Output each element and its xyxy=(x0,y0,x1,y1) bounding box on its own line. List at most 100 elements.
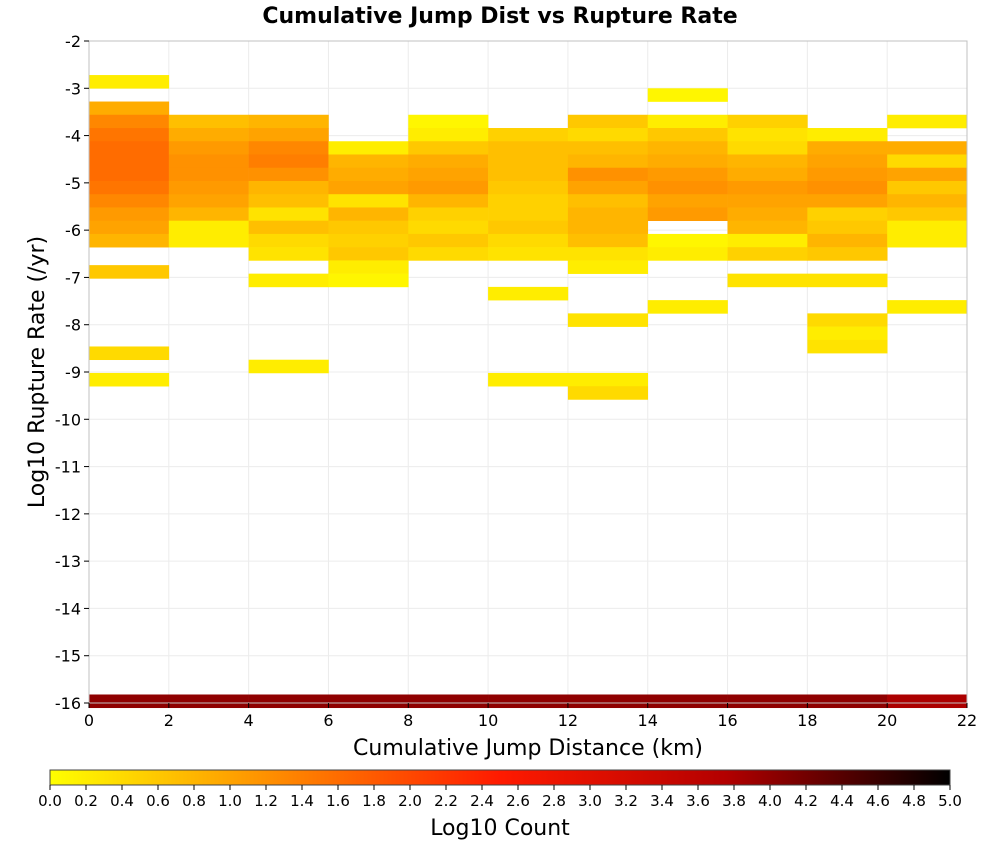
heatmap-cell xyxy=(727,128,808,142)
heatmap-cell xyxy=(248,141,329,155)
colorbar-label: Log10 Count xyxy=(430,816,570,841)
heatmap-cell xyxy=(567,247,649,261)
heatmap-cell xyxy=(567,154,649,169)
heatmap-cell xyxy=(89,265,170,279)
colorbar-tick-label: 2.2 xyxy=(434,792,458,810)
heatmap-cell xyxy=(488,180,569,195)
heatmap-cell xyxy=(488,220,569,235)
heatmap-cell xyxy=(168,233,249,248)
heatmap-cell xyxy=(488,247,569,261)
heatmap-cell xyxy=(887,167,968,182)
colorbar-tick-label: 0.2 xyxy=(74,792,98,810)
heatmap-cell xyxy=(567,372,649,387)
colorbar xyxy=(49,769,951,786)
heatmap-cell xyxy=(408,167,489,182)
heatmap-cell xyxy=(727,194,808,208)
heatmap-cell xyxy=(408,233,489,248)
heatmap-cell xyxy=(408,694,489,709)
y-tick-label: -10 xyxy=(55,410,81,429)
heatmap-cells xyxy=(89,75,968,709)
x-tick-label: 10 xyxy=(478,711,498,730)
heatmap-cell xyxy=(408,220,489,235)
heatmap-cell xyxy=(89,207,170,221)
heatmap-cell xyxy=(567,694,649,709)
heatmap-cell xyxy=(647,154,728,169)
colorbar-tick-label: 4.4 xyxy=(830,792,854,810)
heatmap-cell xyxy=(328,247,409,261)
colorbar-tick-label: 2.6 xyxy=(506,792,530,810)
heatmap-cell xyxy=(887,141,968,155)
y-tick-label: -16 xyxy=(55,694,81,713)
heatmap-cell xyxy=(328,207,409,221)
heatmap-cell xyxy=(807,339,888,354)
heatmap-cell xyxy=(89,372,170,387)
heatmap-cell xyxy=(807,220,888,235)
colorbar-tick-label: 0.0 xyxy=(38,792,62,810)
heatmap-cell xyxy=(408,180,489,195)
heatmap-cell xyxy=(567,233,649,248)
heatmap-cell xyxy=(727,154,808,169)
colorbar-ticks: 0.0 0.2 0.4 0.6 0.8 1.0 1.2 1.4 1.6 1.8 2.0 2.2 2.4 2… xyxy=(38,785,962,810)
heatmap-cell xyxy=(727,233,808,248)
y-tick-label: -8 xyxy=(65,316,81,335)
heatmap-cell xyxy=(488,154,569,169)
heatmap-cell xyxy=(727,273,808,288)
colorbar-tick-label: 4.8 xyxy=(902,792,926,810)
heatmap-cell xyxy=(89,346,170,361)
heatmap-cell xyxy=(567,180,649,195)
colorbar-tick-label: 4.0 xyxy=(758,792,782,810)
heatmap-cell xyxy=(168,694,249,709)
heatmap-cell xyxy=(647,114,728,129)
colorbar-tick-label: 1.0 xyxy=(218,792,242,810)
heatmap-cell xyxy=(328,141,409,155)
heatmap-cell xyxy=(248,220,329,235)
heatmap-cell xyxy=(567,313,649,327)
colorbar-tick-label: 4.6 xyxy=(866,792,890,810)
heatmap-cell xyxy=(328,233,409,248)
heatmap-cell xyxy=(727,141,808,155)
y-tick-label: -6 xyxy=(65,221,81,240)
x-tick-label: 20 xyxy=(877,711,897,730)
colorbar-tick-label: 5.0 xyxy=(938,792,962,810)
heatmap-cell xyxy=(567,167,649,182)
x-axis-label: Cumulative Jump Distance (km) xyxy=(353,736,703,761)
heatmap-cell xyxy=(727,167,808,182)
heatmap-cell xyxy=(807,207,888,221)
heatmap-cell xyxy=(408,194,489,208)
heatmap-cell xyxy=(168,141,249,155)
x-tick-label: 12 xyxy=(558,711,578,730)
colorbar-tick-label: 0.8 xyxy=(182,792,206,810)
x-tick-label: 18 xyxy=(797,711,817,730)
heatmap-cell xyxy=(647,128,728,142)
heatmap-cell xyxy=(248,207,329,221)
heatmap-cell xyxy=(727,247,808,261)
heatmap-cell xyxy=(488,194,569,208)
heatmap-cell xyxy=(89,694,170,709)
heatmap-cell xyxy=(168,180,249,195)
heatmap-cell xyxy=(488,694,569,709)
colorbar-tick-label: 4.2 xyxy=(794,792,818,810)
x-tick-label: 16 xyxy=(717,711,737,730)
y-axis-label: Log10 Rupture Rate (/yr) xyxy=(25,236,50,508)
heatmap-cell xyxy=(488,141,569,155)
heatmap-cell xyxy=(248,114,329,129)
heatmap-cell xyxy=(488,167,569,182)
heatmap-cell xyxy=(168,167,249,182)
x-tick-label: 6 xyxy=(323,711,333,730)
chart-title: Cumulative Jump Dist vs Rupture Rate xyxy=(262,4,737,29)
heatmap-cell xyxy=(807,326,888,341)
y-tick-label: -15 xyxy=(55,647,81,666)
heatmap-cell xyxy=(567,194,649,208)
heatmap-cell xyxy=(887,694,968,709)
heatmap-cell xyxy=(328,194,409,208)
heatmap-cell xyxy=(567,220,649,235)
heatmap-cell xyxy=(807,273,888,288)
y-tick-label: -3 xyxy=(65,79,81,98)
y-tick-label: -13 xyxy=(55,552,81,571)
y-tick-label: -9 xyxy=(65,363,81,382)
heatmap-cell xyxy=(248,694,329,709)
heatmap-cell xyxy=(488,233,569,248)
colorbar-tick-label: 1.2 xyxy=(254,792,278,810)
heatmap-cell xyxy=(408,154,489,169)
